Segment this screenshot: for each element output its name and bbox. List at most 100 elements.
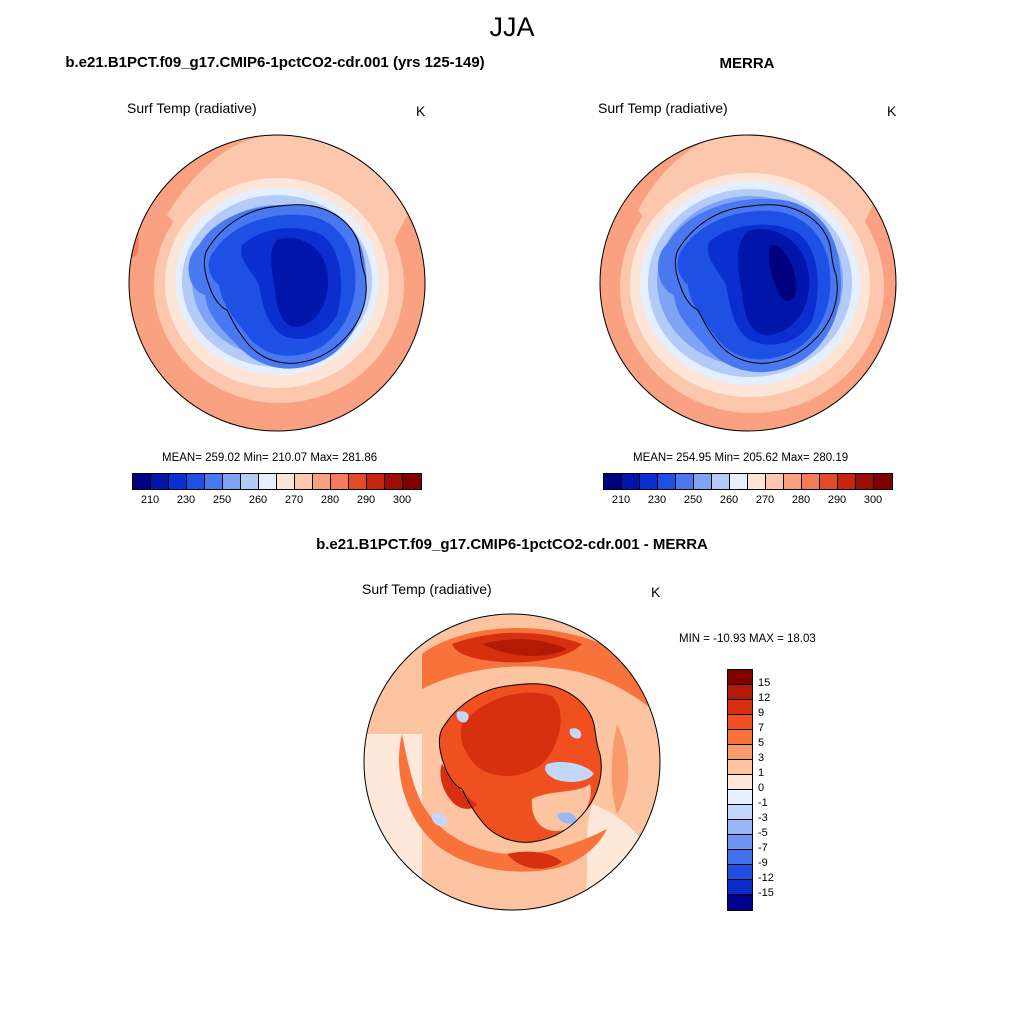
colorbar-swatch <box>133 474 151 489</box>
colorbar-swatch <box>223 474 241 489</box>
colorbar-swatch <box>277 474 295 489</box>
colorbar-swatch <box>151 474 169 489</box>
colorbar-swatch <box>313 474 331 489</box>
colorbar-tick-label: 260 <box>248 494 268 506</box>
colorbar-tick-label: -9 <box>758 857 768 869</box>
panel-model-map <box>128 134 426 432</box>
colorbar-tick-label: 270 <box>284 494 304 506</box>
diff-panel-variable-label: Surf Temp (radiative) <box>362 581 492 597</box>
diff-panel-stats: MIN = -10.93 MAX = 18.03 <box>679 633 816 645</box>
colorbar-swatch <box>169 474 187 489</box>
colorbar-swatch <box>748 474 766 489</box>
colorbar-swatch <box>241 474 259 489</box>
colorbar-swatch <box>403 474 421 489</box>
panel-merra-colorbar <box>603 473 893 490</box>
colorbar-tick-label: 270 <box>755 494 775 506</box>
diff-panel-colorbar <box>727 669 753 911</box>
colorbar-tick-label: -1 <box>758 797 768 809</box>
colorbar-tick-label: 0 <box>758 782 765 794</box>
colorbar-tick-label: 3 <box>758 752 765 764</box>
colorbar-swatch <box>728 790 752 805</box>
panel-model-variable-label: Surf Temp (radiative) <box>127 100 257 116</box>
colorbar-swatch <box>259 474 277 489</box>
colorbar-swatch <box>367 474 385 489</box>
figure-title: JJA <box>489 12 535 42</box>
panel-merra-units-label: K <box>887 103 897 119</box>
colorbar-swatch <box>385 474 403 489</box>
diff-panel-units-label: K <box>651 584 661 600</box>
colorbar-tick-label: 9 <box>758 707 765 719</box>
colorbar-swatch <box>728 730 752 745</box>
colorbar-swatch <box>640 474 658 489</box>
panel-merra-variable-label: Surf Temp (radiative) <box>598 100 728 116</box>
diff-panel-title: b.e21.B1PCT.f09_g17.CMIP6-1pctCO2-cdr.00… <box>316 536 708 553</box>
panel-merra-title: MERRA <box>719 55 775 72</box>
panel-merra-map <box>599 134 897 432</box>
colorbar-swatch <box>728 820 752 835</box>
colorbar-tick-label: 12 <box>758 692 771 704</box>
colorbar-tick-label: 210 <box>140 494 160 506</box>
colorbar-tick-label: 15 <box>758 677 771 689</box>
colorbar-tick-label: 280 <box>791 494 811 506</box>
colorbar-swatch <box>728 895 752 910</box>
colorbar-swatch <box>331 474 349 489</box>
colorbar-swatch <box>728 670 752 685</box>
colorbar-swatch <box>728 700 752 715</box>
panel-model-title: b.e21.B1PCT.f09_g17.CMIP6-1pctCO2-cdr.00… <box>65 54 485 71</box>
colorbar-swatch <box>728 865 752 880</box>
colorbar-swatch <box>728 805 752 820</box>
colorbar-swatch <box>728 775 752 790</box>
panel-model-colorbar-ticks: 210 230 250 260 270 280 290 300 <box>132 494 420 510</box>
colorbar-swatch <box>205 474 223 489</box>
colorbar-swatch <box>728 745 752 760</box>
colorbar-swatch <box>676 474 694 489</box>
colorbar-swatch <box>712 474 730 489</box>
colorbar-tick-label: -12 <box>758 872 774 884</box>
colorbar-swatch <box>820 474 838 489</box>
colorbar-tick-label: 250 <box>212 494 232 506</box>
colorbar-swatch <box>295 474 313 489</box>
colorbar-swatch <box>784 474 802 489</box>
colorbar-swatch <box>658 474 676 489</box>
colorbar-tick-label: 260 <box>719 494 739 506</box>
colorbar-swatch <box>802 474 820 489</box>
colorbar-tick-label: -7 <box>758 842 768 854</box>
colorbar-tick-label: 290 <box>827 494 847 506</box>
colorbar-tick-label: -15 <box>758 887 774 899</box>
colorbar-tick-label: 5 <box>758 737 765 749</box>
panel-model-units-label: K <box>416 103 426 119</box>
colorbar-swatch <box>728 880 752 895</box>
colorbar-swatch <box>694 474 712 489</box>
colorbar-tick-label: -5 <box>758 827 768 839</box>
diff-panel-map <box>363 613 661 911</box>
colorbar-tick-label: 300 <box>392 494 412 506</box>
colorbar-swatch <box>874 474 892 489</box>
colorbar-tick-label: 230 <box>176 494 196 506</box>
colorbar-tick-label: 210 <box>611 494 631 506</box>
colorbar-swatch <box>728 850 752 865</box>
colorbar-swatch <box>728 760 752 775</box>
colorbar-swatch <box>728 685 752 700</box>
colorbar-swatch <box>856 474 874 489</box>
panel-merra-stats: MEAN= 254.95 Min= 205.62 Max= 280.19 <box>633 452 849 464</box>
colorbar-swatch <box>728 835 752 850</box>
colorbar-tick-label: 300 <box>863 494 883 506</box>
colorbar-swatch <box>349 474 367 489</box>
colorbar-tick-label: 250 <box>683 494 703 506</box>
colorbar-tick-label: 290 <box>356 494 376 506</box>
colorbar-swatch <box>838 474 856 489</box>
diff-panel-colorbar-ticks: 15 12 9 7 5 3 1 0 -1 -3 -5 -7 -9 -12 -15 <box>758 669 798 909</box>
panel-merra-colorbar-ticks: 210 230 250 260 270 280 290 300 <box>603 494 891 510</box>
colorbar-swatch <box>604 474 622 489</box>
colorbar-tick-label: 7 <box>758 722 765 734</box>
colorbar-tick-label: -3 <box>758 812 768 824</box>
colorbar-tick-label: 280 <box>320 494 340 506</box>
colorbar-swatch <box>187 474 205 489</box>
panel-model-colorbar <box>132 473 422 490</box>
colorbar-tick-label: 230 <box>647 494 667 506</box>
colorbar-swatch <box>622 474 640 489</box>
colorbar-swatch <box>766 474 784 489</box>
colorbar-swatch <box>730 474 748 489</box>
colorbar-swatch <box>728 715 752 730</box>
panel-model-stats: MEAN= 259.02 Min= 210.07 Max= 281.86 <box>162 452 378 464</box>
